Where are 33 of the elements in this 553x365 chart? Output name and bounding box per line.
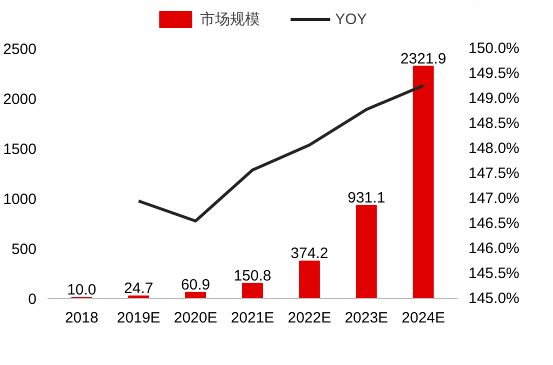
y2-tick-label: 147.0% — [468, 190, 520, 207]
y-tick-label: 500 — [11, 241, 37, 258]
legend-label: YOY — [335, 10, 367, 28]
data-label: 931.1 — [348, 189, 386, 206]
y2-tick-label: 149.0% — [468, 90, 520, 107]
x-tick-label: 2021E — [230, 310, 274, 326]
data-label: 10.0 — [67, 282, 96, 298]
y2-tick-label: 146.0% — [468, 240, 520, 257]
x-tick-label: 2022E — [288, 310, 332, 326]
y-tick-label: 1500 — [3, 141, 37, 158]
y2-tick-label: 150.0% — [468, 40, 520, 57]
data-label: 374.2 — [290, 245, 328, 262]
y-tick-label: 0 — [28, 291, 36, 308]
x-tick-label: 2019E — [116, 310, 160, 326]
y2-tick-label: 148.5% — [468, 115, 520, 132]
y2-tick-label: 145.5% — [468, 265, 520, 282]
y2-tick-label: 146.5% — [468, 215, 520, 232]
y-tick-label: 2500 — [3, 41, 37, 58]
y2-tick-label: 147.5% — [468, 165, 520, 182]
y2-tick-label: 148.0% — [468, 140, 520, 157]
y2-tick-label: 149.5% — [468, 65, 520, 82]
data-label: 2321.9 — [400, 50, 446, 68]
x-tick-label: 2020E — [174, 310, 218, 326]
x-tick-label: 2018 — [64, 310, 98, 326]
y-tick-label: 2000 — [3, 91, 37, 108]
x-tick-label: 2023E — [344, 310, 388, 326]
data-label: 24.7 — [124, 280, 154, 298]
y2-tick-label: 145.0% — [468, 290, 520, 307]
data-label: 60.9 — [180, 276, 210, 294]
legend-label: 市场规模 — [200, 10, 260, 28]
data-label: 150.8 — [234, 267, 272, 284]
x-tick-label: 2024E — [402, 310, 446, 326]
y-tick-label: 1000 — [3, 191, 37, 208]
